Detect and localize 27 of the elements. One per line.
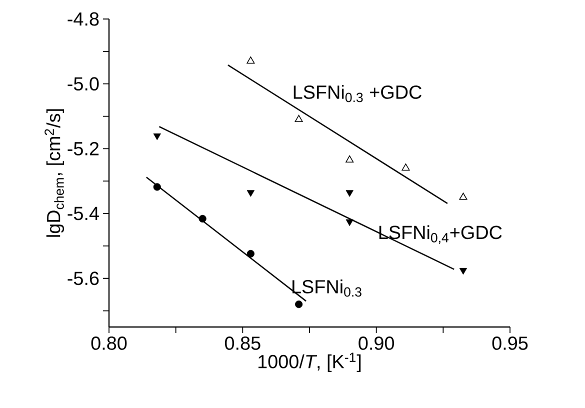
point [153, 183, 161, 191]
y-axis-title: lgD$_{chem}$, [cm$^{2}$/s] [44, 109, 64, 237]
y-tick-label: -5.4 [68, 206, 99, 220]
series-label: LSFNi$_{0.3}$ +GDC [294, 84, 422, 102]
series-label: LSFNi$_{0.3}$ [292, 280, 362, 297]
point [294, 114, 303, 122]
x-tick-label: 0.80 [91, 336, 127, 350]
point [246, 56, 255, 64]
point [402, 164, 410, 171]
y-tick-label: -5.0 [68, 77, 99, 91]
point [459, 192, 468, 200]
series-label: LSFNi$_{0,4}$+GDC [379, 225, 502, 244]
point [246, 250, 254, 258]
x-tick-label: 0.90 [358, 336, 394, 350]
point [346, 190, 354, 197]
point [346, 155, 354, 163]
point [295, 300, 303, 308]
x-axis-title: 1000/T, [K$^{-1}$] [258, 352, 361, 372]
y-tick-label: -5.2 [68, 142, 99, 156]
point [459, 268, 468, 275]
x-tick-label: 0.85 [224, 336, 260, 350]
y-tick-label: -5.6 [68, 272, 99, 286]
y-tick-label: -4.8 [68, 12, 99, 26]
point [246, 190, 255, 197]
point [198, 214, 206, 222]
x-tick-label: 0.95 [492, 336, 528, 350]
point [346, 219, 354, 226]
